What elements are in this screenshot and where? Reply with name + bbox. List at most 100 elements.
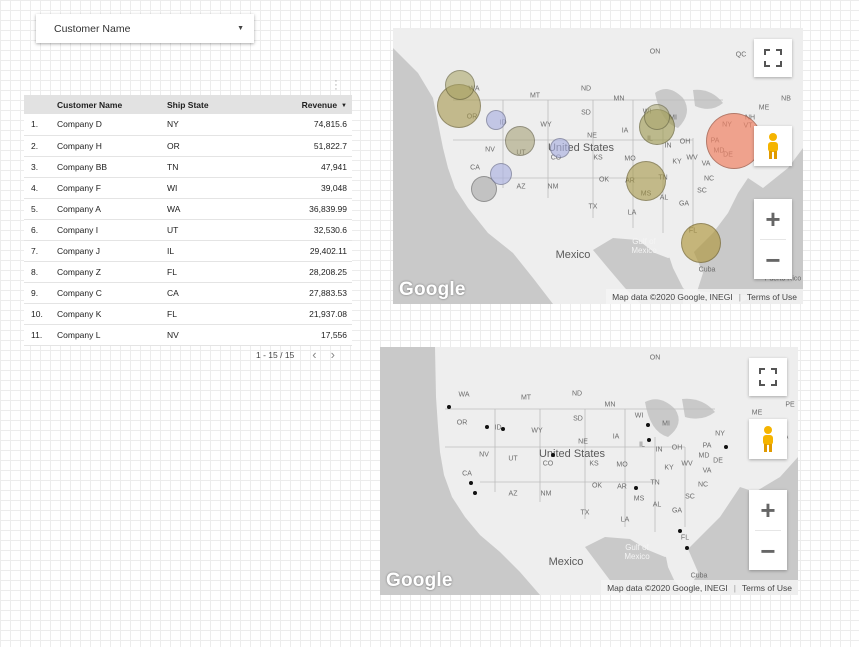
google-logo[interactable]: Google	[386, 570, 453, 591]
pegman-icon	[768, 133, 778, 159]
table-row[interactable]: 5. Company A WA 36,839.99	[24, 198, 352, 220]
row-ship-state: TN	[167, 156, 262, 178]
bubble-tn[interactable]	[626, 161, 666, 201]
customer-name-filter[interactable]: Customer Name ▼	[36, 14, 254, 43]
state-label: IA	[621, 127, 629, 135]
row-customer-name: Company I	[57, 219, 167, 241]
state-label: FL	[680, 534, 690, 542]
dot-wa[interactable]	[447, 405, 451, 409]
header-customer-name[interactable]: Customer Name	[57, 99, 123, 110]
row-index: 11.	[24, 324, 57, 346]
dot-wi[interactable]	[646, 423, 650, 427]
google-logo[interactable]: Google	[399, 279, 466, 300]
table-row[interactable]: 11. Company L NV 17,556	[24, 324, 352, 346]
state-label: KS	[593, 154, 603, 162]
table-row[interactable]: 3. Company BB TN 47,941	[24, 156, 352, 178]
attribution-text: Map data ©2020 Google, INEGI	[607, 582, 728, 593]
fullscreen-button[interactable]	[749, 358, 787, 396]
dot-ut[interactable]	[501, 427, 505, 431]
state-label: DE	[713, 457, 723, 465]
state-label: WY	[531, 427, 543, 435]
row-customer-name: Company K	[57, 303, 167, 325]
header-index	[24, 95, 57, 114]
dot-or[interactable]	[485, 425, 489, 429]
row-ship-state: FL	[167, 261, 262, 283]
table-row[interactable]: 6. Company I UT 32,530.6	[24, 219, 352, 241]
table-row[interactable]: 4. Company F WI 39,048	[24, 177, 352, 199]
terms-link[interactable]: Terms of Use	[741, 582, 792, 593]
state-label: MO	[624, 155, 636, 163]
dot-nv[interactable]	[473, 491, 477, 495]
fullscreen-button[interactable]	[754, 39, 792, 77]
mexico-label: Mexico	[548, 556, 584, 568]
fullscreen-icon	[759, 368, 777, 386]
bubble-wa[interactable]	[445, 70, 475, 100]
terms-link[interactable]: Terms of Use	[746, 291, 797, 302]
table-row[interactable]: 7. Company J IL 29,402.11	[24, 240, 352, 262]
attribution-divider: |	[733, 582, 736, 593]
dot-ny[interactable]	[724, 445, 728, 449]
zoom-out-button[interactable]: −	[760, 535, 776, 566]
row-revenue: 29,402.11	[262, 240, 352, 262]
state-label: MN	[604, 401, 616, 409]
point-map[interactable]: ON ND MN MT SD WI MI WA OR ID WY NE IA N…	[380, 347, 798, 595]
state-label: WI	[634, 412, 644, 420]
dot-fl[interactable]	[685, 546, 689, 550]
state-label: IN	[664, 142, 672, 150]
pagination-range: 1 - 15 / 15	[256, 349, 295, 360]
row-index: 3.	[24, 156, 57, 178]
zoom-in-button[interactable]: +	[760, 494, 776, 525]
header-ship-state[interactable]: Ship State	[167, 99, 209, 110]
bubble-map[interactable]: QC ON ND MN MT SD WI MI ID WY NE IA NV U…	[393, 28, 803, 304]
row-index: 7.	[24, 240, 57, 262]
row-ship-state: FL	[167, 303, 262, 325]
state-label: WA	[458, 391, 470, 399]
state-label: ON	[649, 354, 661, 362]
bubble-il[interactable]	[644, 104, 670, 130]
bubble-nv[interactable]	[490, 163, 512, 185]
state-label: ND	[580, 85, 592, 93]
map-attribution: Map data ©2020 Google, INEGI | Terms of …	[606, 289, 803, 304]
state-label: UT	[508, 455, 518, 463]
next-page-icon[interactable]: ›	[330, 347, 335, 362]
table-row[interactable]: 1. Company D NY 74,815.6	[24, 114, 352, 136]
state-label: IN	[655, 446, 663, 454]
table-header-row: Customer Name Ship State Revenue ▼	[24, 95, 352, 114]
table: Customer Name Ship State Revenue ▼ 1. Comp…	[24, 95, 352, 346]
zoom-out-button[interactable]: −	[765, 244, 781, 275]
bubble-ut[interactable]	[505, 126, 535, 156]
table-row[interactable]: 2. Company H OR 51,822.7	[24, 135, 352, 157]
state-label: LA	[627, 209, 637, 217]
table-row[interactable]: 9. Company C CA 27,883.53	[24, 282, 352, 304]
state-label: NC	[697, 481, 709, 489]
state-label: NB	[781, 95, 791, 103]
dot-il[interactable]	[647, 438, 651, 442]
street-view-button[interactable]	[749, 419, 787, 459]
zoom-in-button[interactable]: +	[765, 203, 781, 234]
row-index: 10.	[24, 303, 57, 325]
dot-tn[interactable]	[634, 486, 638, 490]
more-options-icon[interactable]: · · ·	[334, 75, 338, 95]
state-label: ON	[649, 48, 661, 56]
header-revenue[interactable]: Revenue ▼	[262, 95, 352, 114]
bubble-fl[interactable]	[681, 223, 721, 263]
street-view-button[interactable]	[754, 126, 792, 166]
table-row[interactable]: 8. Company Z FL 28,208.25	[24, 261, 352, 283]
state-label: OH	[671, 444, 683, 452]
filter-label: Customer Name	[54, 22, 131, 35]
puerto-rico-label: Puerto Rico	[764, 275, 802, 283]
dot-co[interactable]	[551, 453, 555, 457]
attribution-text: Map data ©2020 Google, INEGI	[612, 291, 733, 302]
prev-page-icon[interactable]: ‹	[312, 347, 317, 362]
dot-fl-2[interactable]	[678, 529, 682, 533]
mexico-label: Mexico	[555, 249, 591, 261]
dropdown-caret-icon: ▼	[237, 25, 244, 32]
state-label: NV	[479, 451, 489, 459]
state-label: MD	[698, 452, 710, 460]
dot-ca[interactable]	[469, 481, 473, 485]
row-index: 5.	[24, 198, 57, 220]
zoom-control: + −	[754, 199, 792, 279]
bubble-id[interactable]	[486, 110, 506, 130]
table-row[interactable]: 10. Company K FL 21,937.08	[24, 303, 352, 325]
bubble-co[interactable]	[550, 138, 570, 158]
